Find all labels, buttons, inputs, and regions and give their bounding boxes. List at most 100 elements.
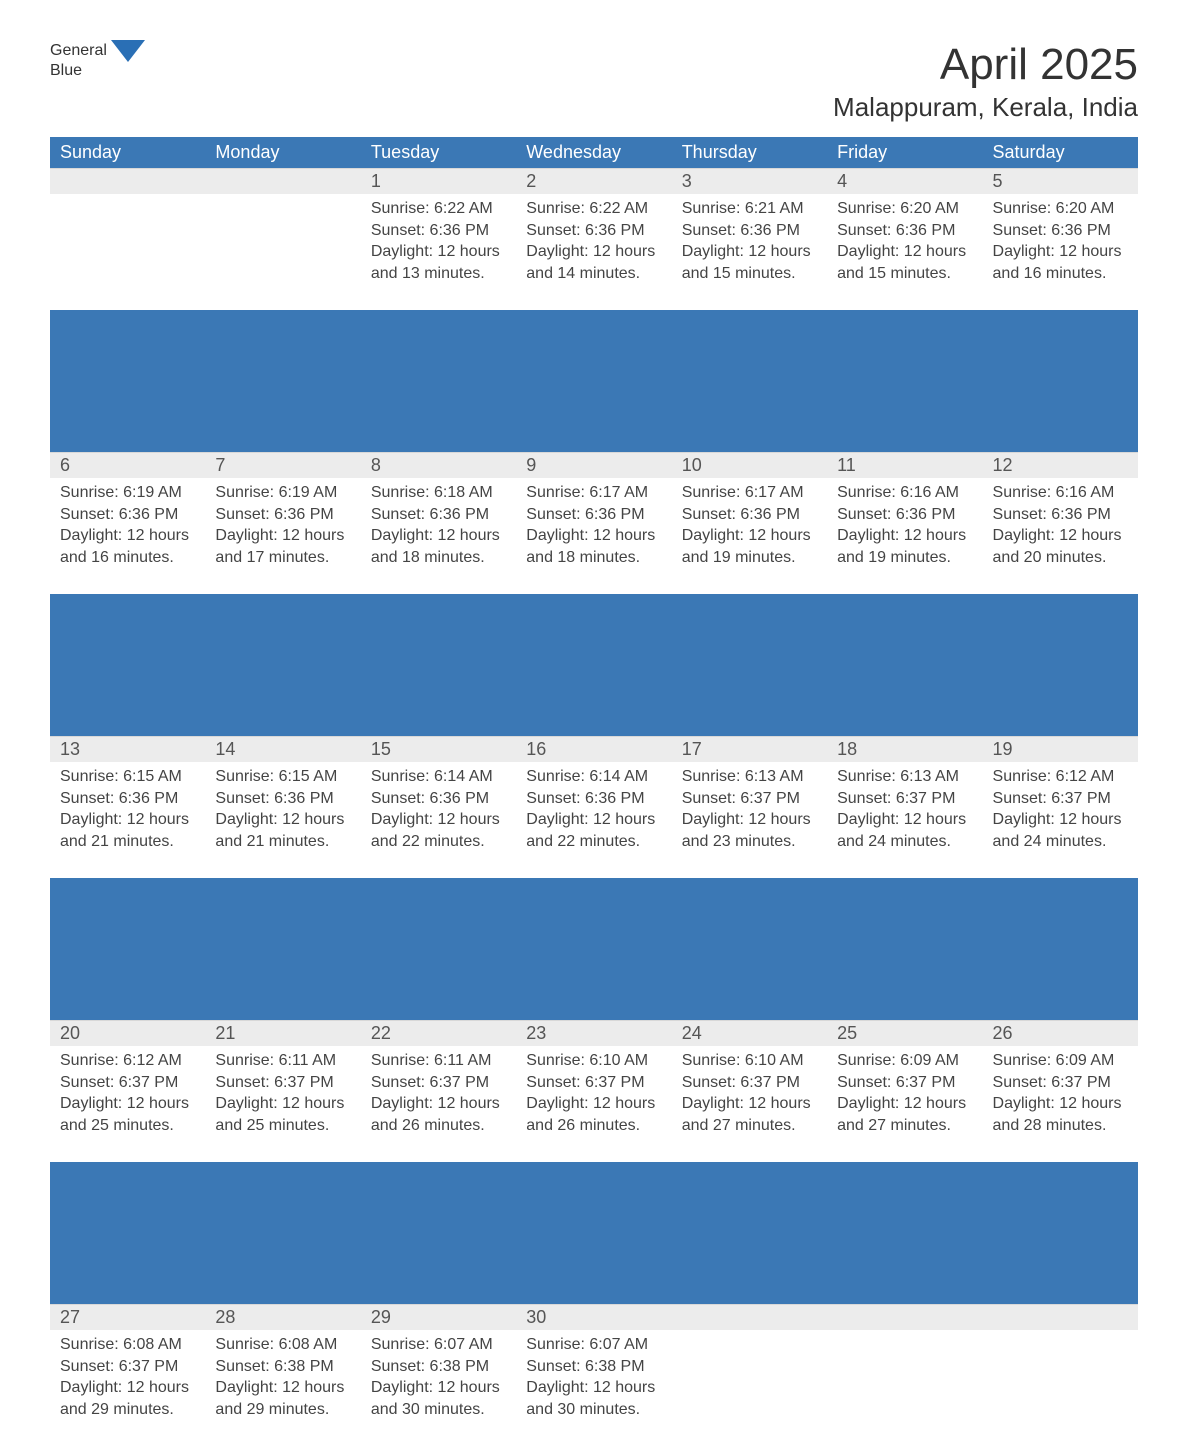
- day-number-bar: 20: [50, 1020, 205, 1046]
- day-details: Sunrise: 6:11 AMSunset: 6:37 PMDaylight:…: [205, 1046, 360, 1144]
- day-number-bar: 22: [361, 1020, 516, 1046]
- sunrise-line: Sunrise: 6:13 AM: [682, 766, 817, 788]
- calendar-day-cell: [983, 1304, 1138, 1446]
- calendar-day-cell: 5Sunrise: 6:20 AMSunset: 6:36 PMDaylight…: [983, 168, 1138, 310]
- week-separator: [50, 594, 1138, 736]
- calendar-day-cell: 12Sunrise: 6:16 AMSunset: 6:36 PMDayligh…: [983, 452, 1138, 594]
- calendar-table: SundayMondayTuesdayWednesdayThursdayFrid…: [50, 137, 1138, 1446]
- daylight-line: Daylight: 12 hours and 30 minutes.: [526, 1377, 661, 1420]
- week-separator: [50, 878, 1138, 1020]
- daylight-line: Daylight: 12 hours and 15 minutes.: [837, 241, 972, 284]
- day-number-bar: 25: [827, 1020, 982, 1046]
- logo: General Blue: [50, 40, 145, 80]
- day-details: Sunrise: 6:15 AMSunset: 6:36 PMDaylight:…: [205, 762, 360, 860]
- sunset-line: Sunset: 6:36 PM: [60, 788, 195, 810]
- day-number-bar: 6: [50, 452, 205, 478]
- calendar-day-cell: 19Sunrise: 6:12 AMSunset: 6:37 PMDayligh…: [983, 736, 1138, 878]
- day-details: Sunrise: 6:10 AMSunset: 6:37 PMDaylight:…: [516, 1046, 671, 1144]
- calendar-day-cell: 2Sunrise: 6:22 AMSunset: 6:36 PMDaylight…: [516, 168, 671, 310]
- daylight-line: Daylight: 12 hours and 16 minutes.: [60, 525, 195, 568]
- day-number-bar: [50, 168, 205, 194]
- calendar-day-cell: 1Sunrise: 6:22 AMSunset: 6:36 PMDaylight…: [361, 168, 516, 310]
- daylight-line: Daylight: 12 hours and 22 minutes.: [526, 809, 661, 852]
- day-details: Sunrise: 6:17 AMSunset: 6:36 PMDaylight:…: [516, 478, 671, 576]
- weekday-header: Wednesday: [516, 137, 671, 168]
- sunset-line: Sunset: 6:36 PM: [526, 788, 661, 810]
- day-number-bar: 1: [361, 168, 516, 194]
- calendar-day-cell: 22Sunrise: 6:11 AMSunset: 6:37 PMDayligh…: [361, 1020, 516, 1162]
- sunset-line: Sunset: 6:37 PM: [526, 1072, 661, 1094]
- day-number-bar: 12: [983, 452, 1138, 478]
- sunrise-line: Sunrise: 6:10 AM: [526, 1050, 661, 1072]
- calendar-day-cell: 24Sunrise: 6:10 AMSunset: 6:37 PMDayligh…: [672, 1020, 827, 1162]
- week-separator: [50, 1162, 1138, 1304]
- day-number-bar: 28: [205, 1304, 360, 1330]
- weekday-header: Monday: [205, 137, 360, 168]
- calendar-day-cell: 18Sunrise: 6:13 AMSunset: 6:37 PMDayligh…: [827, 736, 982, 878]
- calendar-day-cell: 30Sunrise: 6:07 AMSunset: 6:38 PMDayligh…: [516, 1304, 671, 1446]
- sunrise-line: Sunrise: 6:19 AM: [60, 482, 195, 504]
- sunset-line: Sunset: 6:36 PM: [837, 504, 972, 526]
- sunrise-line: Sunrise: 6:12 AM: [60, 1050, 195, 1072]
- sunrise-line: Sunrise: 6:08 AM: [215, 1334, 350, 1356]
- calendar-day-cell: 21Sunrise: 6:11 AMSunset: 6:37 PMDayligh…: [205, 1020, 360, 1162]
- sunset-line: Sunset: 6:37 PM: [682, 788, 817, 810]
- daylight-line: Daylight: 12 hours and 30 minutes.: [371, 1377, 506, 1420]
- sunset-line: Sunset: 6:36 PM: [371, 788, 506, 810]
- sunrise-line: Sunrise: 6:20 AM: [837, 198, 972, 220]
- sunrise-line: Sunrise: 6:20 AM: [993, 198, 1128, 220]
- sunset-line: Sunset: 6:36 PM: [526, 504, 661, 526]
- sunset-line: Sunset: 6:38 PM: [526, 1356, 661, 1378]
- sunset-line: Sunset: 6:36 PM: [215, 504, 350, 526]
- daylight-line: Daylight: 12 hours and 18 minutes.: [526, 525, 661, 568]
- sunset-line: Sunset: 6:37 PM: [837, 1072, 972, 1094]
- sunrise-line: Sunrise: 6:10 AM: [682, 1050, 817, 1072]
- daylight-line: Daylight: 12 hours and 15 minutes.: [682, 241, 817, 284]
- sunset-line: Sunset: 6:38 PM: [215, 1356, 350, 1378]
- sunrise-line: Sunrise: 6:21 AM: [682, 198, 817, 220]
- day-number-bar: 16: [516, 736, 671, 762]
- daylight-line: Daylight: 12 hours and 20 minutes.: [993, 525, 1128, 568]
- title-block: April 2025 Malappuram, Kerala, India: [833, 40, 1138, 133]
- day-details: Sunrise: 6:07 AMSunset: 6:38 PMDaylight:…: [516, 1330, 671, 1428]
- sunset-line: Sunset: 6:37 PM: [215, 1072, 350, 1094]
- day-number-bar: 10: [672, 452, 827, 478]
- calendar-day-cell: 20Sunrise: 6:12 AMSunset: 6:37 PMDayligh…: [50, 1020, 205, 1162]
- day-details: Sunrise: 6:07 AMSunset: 6:38 PMDaylight:…: [361, 1330, 516, 1428]
- day-details: Sunrise: 6:11 AMSunset: 6:37 PMDaylight:…: [361, 1046, 516, 1144]
- day-number-bar: 13: [50, 736, 205, 762]
- day-details: Sunrise: 6:21 AMSunset: 6:36 PMDaylight:…: [672, 194, 827, 292]
- sunrise-line: Sunrise: 6:16 AM: [993, 482, 1128, 504]
- day-number-bar: 9: [516, 452, 671, 478]
- daylight-line: Daylight: 12 hours and 25 minutes.: [60, 1093, 195, 1136]
- daylight-line: Daylight: 12 hours and 29 minutes.: [60, 1377, 195, 1420]
- location-subtitle: Malappuram, Kerala, India: [833, 92, 1138, 123]
- day-details: Sunrise: 6:20 AMSunset: 6:36 PMDaylight:…: [983, 194, 1138, 292]
- day-number-bar: 4: [827, 168, 982, 194]
- daylight-line: Daylight: 12 hours and 21 minutes.: [215, 809, 350, 852]
- calendar-day-cell: [672, 1304, 827, 1446]
- day-number-bar: 21: [205, 1020, 360, 1046]
- day-details: Sunrise: 6:09 AMSunset: 6:37 PMDaylight:…: [983, 1046, 1138, 1144]
- week-separator: [50, 310, 1138, 452]
- daylight-line: Daylight: 12 hours and 24 minutes.: [993, 809, 1128, 852]
- sunset-line: Sunset: 6:36 PM: [371, 504, 506, 526]
- sunset-line: Sunset: 6:36 PM: [60, 504, 195, 526]
- day-details: Sunrise: 6:22 AMSunset: 6:36 PMDaylight:…: [516, 194, 671, 292]
- sunset-line: Sunset: 6:36 PM: [371, 220, 506, 242]
- day-number-bar: 11: [827, 452, 982, 478]
- calendar-day-cell: 17Sunrise: 6:13 AMSunset: 6:37 PMDayligh…: [672, 736, 827, 878]
- day-number-bar: 27: [50, 1304, 205, 1330]
- day-number-bar: 24: [672, 1020, 827, 1046]
- calendar-day-cell: 25Sunrise: 6:09 AMSunset: 6:37 PMDayligh…: [827, 1020, 982, 1162]
- logo-flag-icon: [111, 40, 145, 62]
- day-details: Sunrise: 6:09 AMSunset: 6:37 PMDaylight:…: [827, 1046, 982, 1144]
- day-details: Sunrise: 6:18 AMSunset: 6:36 PMDaylight:…: [361, 478, 516, 576]
- day-details: Sunrise: 6:14 AMSunset: 6:36 PMDaylight:…: [361, 762, 516, 860]
- sunrise-line: Sunrise: 6:18 AM: [371, 482, 506, 504]
- day-number-bar: 14: [205, 736, 360, 762]
- daylight-line: Daylight: 12 hours and 26 minutes.: [371, 1093, 506, 1136]
- day-details: Sunrise: 6:10 AMSunset: 6:37 PMDaylight:…: [672, 1046, 827, 1144]
- sunrise-line: Sunrise: 6:17 AM: [526, 482, 661, 504]
- sunrise-line: Sunrise: 6:13 AM: [837, 766, 972, 788]
